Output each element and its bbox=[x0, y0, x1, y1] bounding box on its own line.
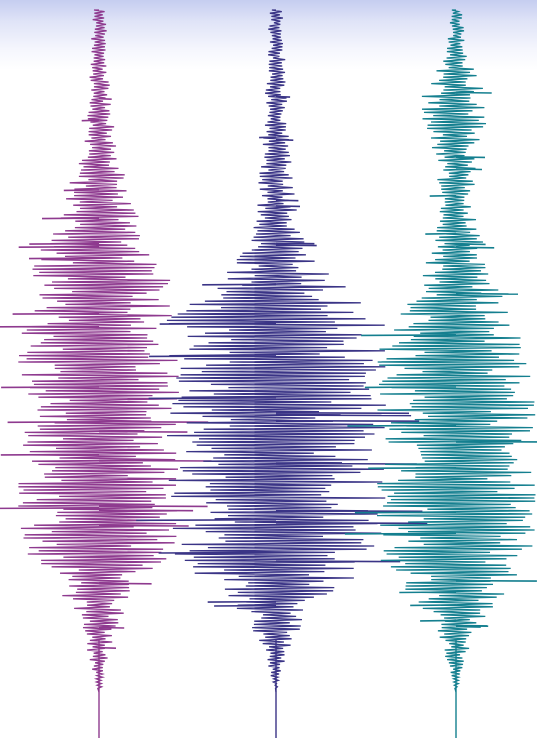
teal-waveform-spike bbox=[410, 604, 457, 607]
indigo-waveform-spike bbox=[275, 419, 420, 423]
teal-waveform-spike bbox=[361, 334, 457, 337]
indigo-waveform-spike bbox=[202, 283, 277, 286]
teal-waveform-spike bbox=[455, 91, 492, 94]
teal-waveform-spike bbox=[354, 511, 457, 514]
teal-waveform-spike bbox=[455, 624, 489, 627]
indigo-waveform-spike bbox=[214, 604, 277, 607]
magenta-waveform-spike bbox=[12, 312, 100, 315]
magenta-waveform bbox=[0, 9, 212, 738]
indigo-waveform-spike bbox=[275, 509, 423, 513]
indigo-waveform-spike bbox=[275, 138, 294, 141]
magenta-waveform-spike bbox=[63, 189, 100, 192]
indigo-waveform-spike bbox=[149, 355, 277, 358]
indigo-waveform-spike bbox=[275, 199, 299, 202]
indigo-waveform-spike bbox=[136, 518, 277, 522]
teal-waveform bbox=[344, 9, 537, 738]
magenta-waveform-spike bbox=[0, 453, 100, 456]
magenta-waveform-spike bbox=[98, 626, 125, 629]
magenta-waveform-spike bbox=[98, 582, 152, 585]
magenta-waveform-spike bbox=[98, 524, 189, 527]
magenta-waveform-spike bbox=[7, 420, 100, 424]
teal-waveform-spike bbox=[455, 246, 495, 249]
magenta-waveform-spike bbox=[98, 509, 194, 512]
teal-waveform-trace bbox=[376, 9, 536, 693]
indigo-waveform-spike bbox=[275, 560, 401, 563]
teal-waveform-spike bbox=[455, 156, 486, 159]
teal-waveform-spike bbox=[455, 243, 486, 246]
teal-waveform-spike bbox=[455, 168, 483, 171]
magenta-waveform-trace bbox=[18, 9, 179, 693]
indigo-waveform-spike bbox=[275, 411, 410, 415]
indigo-waveform-spike bbox=[259, 136, 277, 139]
teal-waveform-spike bbox=[420, 619, 457, 622]
indigo-waveform-spike bbox=[275, 242, 315, 245]
magenta-waveform-spike bbox=[98, 430, 188, 433]
teal-waveform-spike bbox=[399, 591, 457, 594]
magenta-waveform-spike bbox=[81, 119, 100, 122]
magenta-waveform-spike bbox=[98, 646, 117, 649]
indigo-waveform-spike bbox=[148, 397, 277, 400]
magenta-waveform-spike bbox=[98, 459, 212, 462]
teal-waveform-spike bbox=[368, 467, 457, 470]
indigo-waveform-spike bbox=[275, 205, 301, 208]
teal-waveform-spike bbox=[364, 386, 457, 389]
magenta-waveform-spike bbox=[41, 217, 100, 220]
teal-waveform-spike bbox=[347, 424, 457, 427]
magenta-waveform-spike bbox=[98, 505, 208, 508]
indigo-waveform-spike bbox=[207, 600, 277, 603]
magenta-waveform-spike bbox=[98, 97, 112, 100]
magenta-waveform-spike bbox=[28, 257, 100, 260]
teal-waveform-spike bbox=[455, 579, 537, 582]
indigo-waveform-spike bbox=[275, 244, 317, 247]
magenta-waveform-spike bbox=[0, 325, 100, 328]
indigo-waveform-spike bbox=[158, 551, 277, 554]
indigo-waveform-spike bbox=[275, 414, 412, 417]
teal-waveform-spike bbox=[425, 232, 457, 235]
indigo-waveform-spike bbox=[275, 521, 428, 525]
magenta-waveform-spike bbox=[29, 242, 100, 245]
magenta-waveform-spike bbox=[1, 386, 100, 389]
teal-waveform-spike bbox=[455, 440, 537, 443]
indigo-waveform bbox=[136, 9, 428, 738]
indigo-waveform-trace bbox=[166, 9, 386, 693]
indigo-waveform-spike bbox=[275, 95, 291, 98]
magenta-waveform-spike bbox=[0, 507, 100, 510]
indigo-waveform-spike bbox=[159, 322, 277, 325]
teal-waveform-spike bbox=[455, 625, 481, 628]
teal-waveform-spike bbox=[455, 292, 519, 295]
teal-waveform-spike bbox=[344, 532, 457, 535]
magenta-waveform-spike bbox=[18, 245, 100, 248]
teal-waveform-spike bbox=[429, 194, 457, 197]
